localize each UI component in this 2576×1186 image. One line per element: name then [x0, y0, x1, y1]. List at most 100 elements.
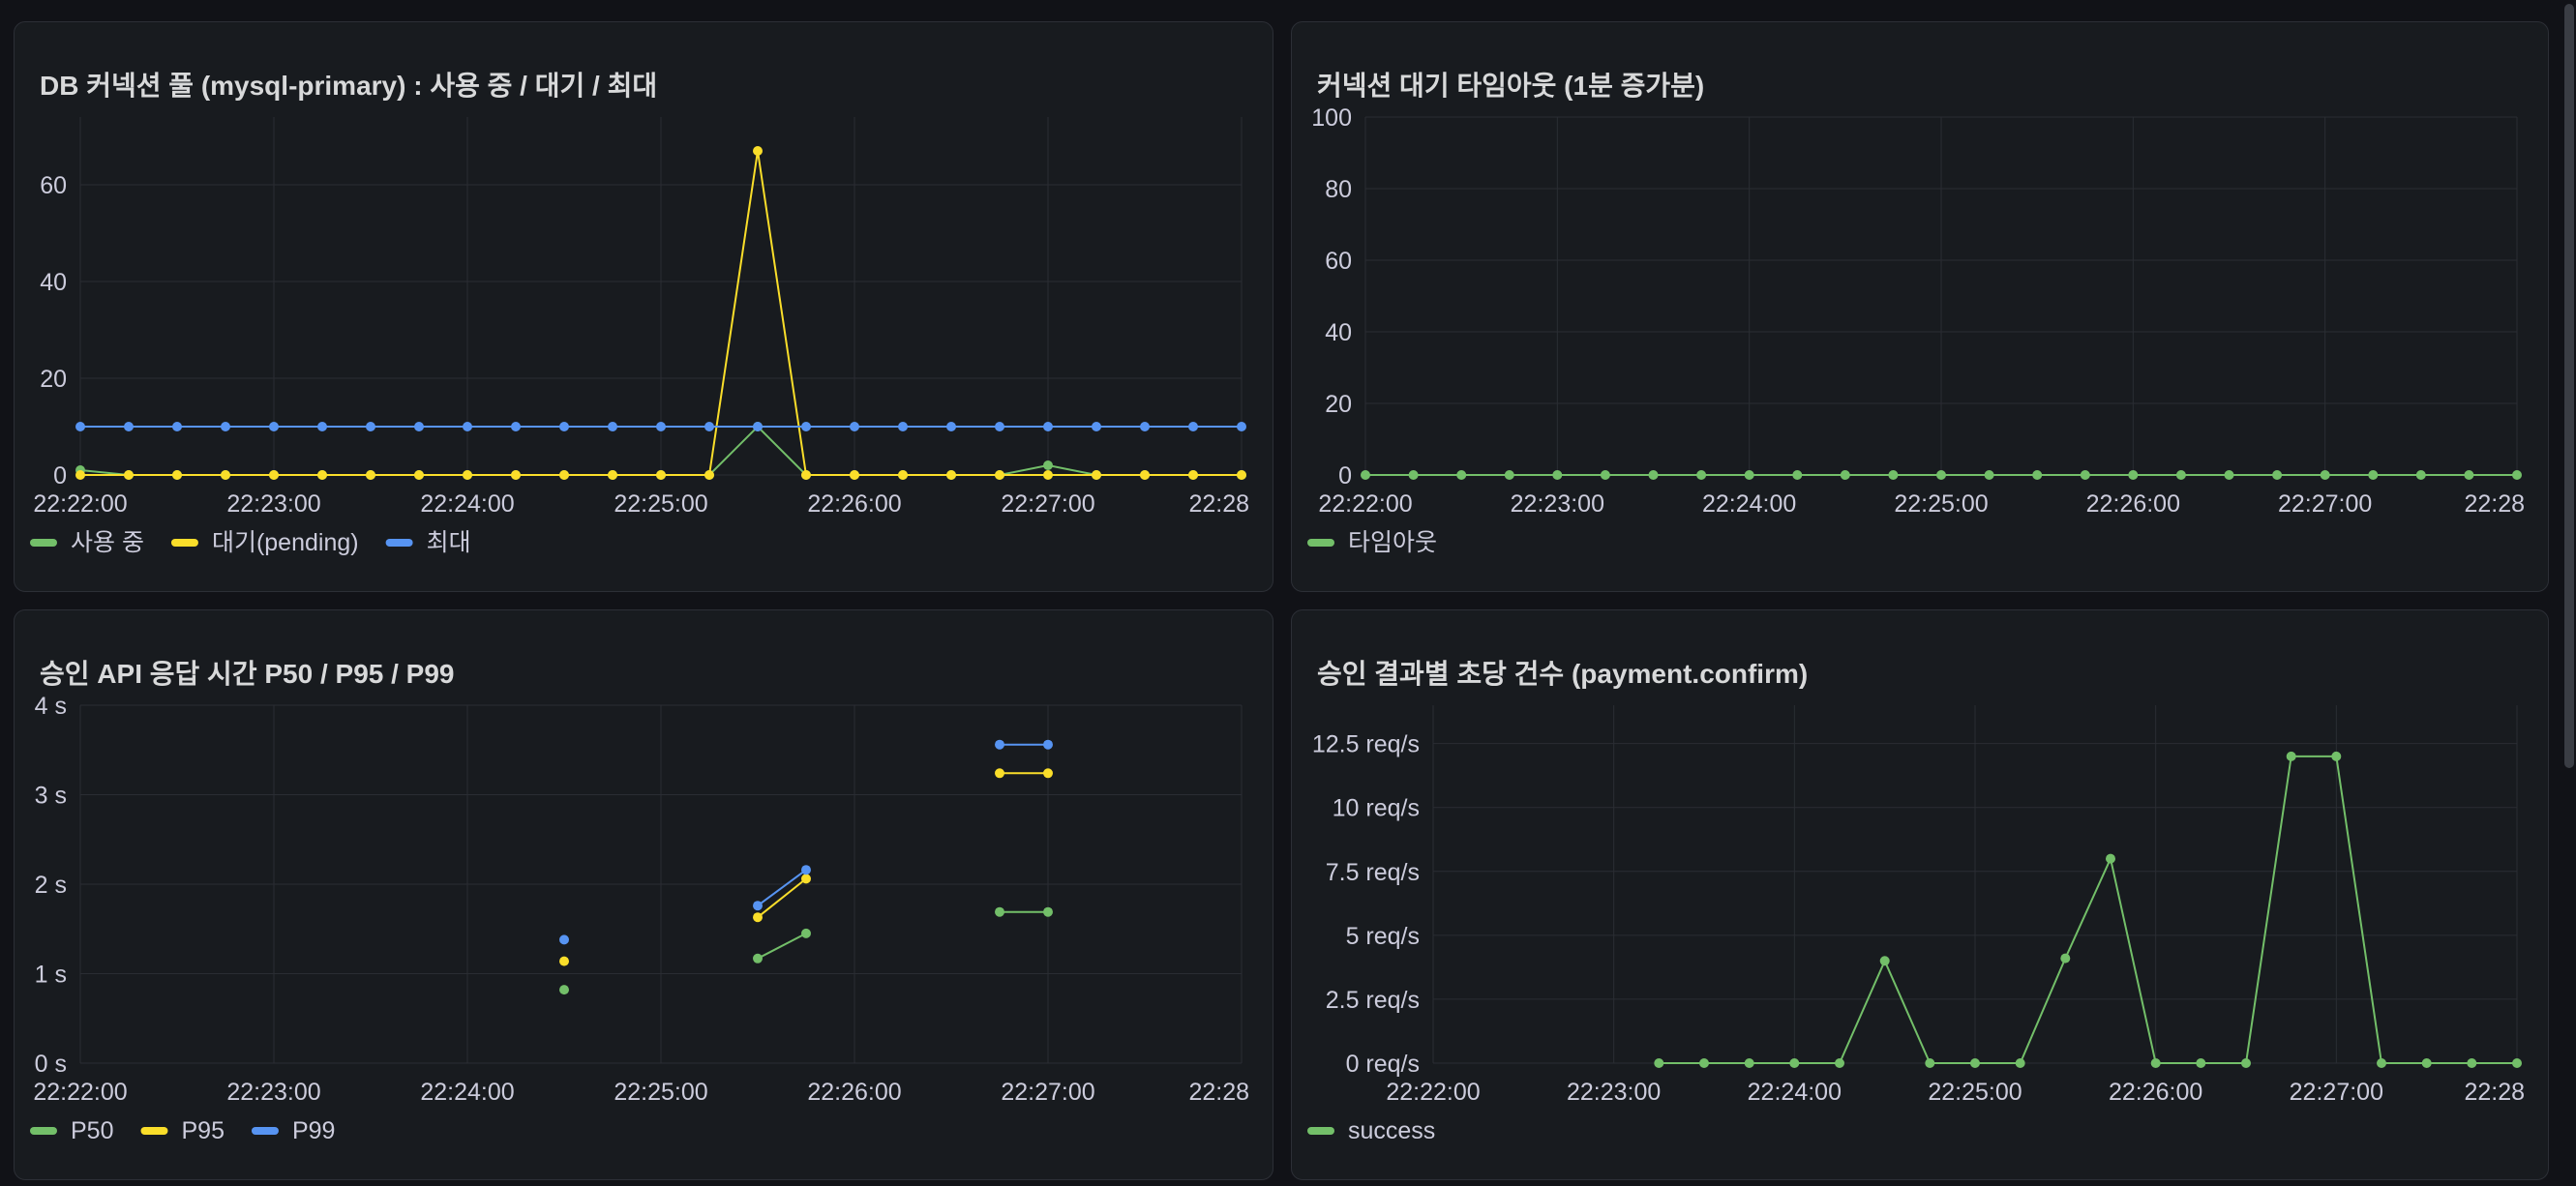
data-point [2106, 853, 2115, 864]
data-point [850, 422, 859, 431]
data-point [1744, 1058, 1754, 1068]
x-tick-label: 22:22:00 [1318, 490, 1412, 518]
data-point [850, 470, 859, 480]
data-point [608, 470, 617, 480]
x-tick-label: 22:28 [1188, 1079, 1249, 1106]
data-point [1840, 470, 1850, 480]
data-point [414, 470, 424, 480]
data-point [1092, 422, 1101, 431]
data-point [1092, 470, 1101, 480]
scrollbar-thumb[interactable] [2564, 4, 2574, 768]
x-tick-label: 22:23:00 [1567, 1079, 1661, 1106]
data-point [1504, 470, 1514, 480]
x-tick-label: 22:26:00 [807, 1079, 901, 1106]
panel-api-response-time: 승인 API 응답 시간 P50 / P95 / P99 0 s 1 s 2 s 3 … [14, 609, 1273, 1180]
data-point [801, 874, 811, 884]
data-point [2320, 470, 2330, 480]
legend-swatch [170, 539, 198, 547]
data-point [75, 470, 85, 480]
data-point [2224, 470, 2234, 480]
data-point [172, 470, 182, 480]
legend-label: P95 [181, 1117, 224, 1144]
legend-swatch [251, 1127, 279, 1135]
series-line [757, 933, 807, 960]
data-point [2241, 1058, 2251, 1068]
data-point [2196, 1058, 2206, 1068]
data-point [995, 768, 1004, 779]
y-tick-label: 0 s [35, 1051, 67, 1078]
data-point [1043, 739, 1053, 750]
legend-swatch [1307, 1127, 1334, 1135]
data-point [753, 912, 763, 923]
x-tick-label: 22:24:00 [1748, 1079, 1842, 1106]
data-point [1879, 956, 1890, 966]
data-point [1552, 470, 1563, 480]
data-point [704, 422, 714, 431]
data-point [1792, 470, 1803, 480]
data-point [801, 422, 811, 431]
x-tick-label: 22:28 [2464, 1079, 2525, 1106]
legend-swatch [1307, 539, 1334, 547]
data-point [995, 739, 1004, 750]
data-point [1648, 470, 1659, 480]
data-point [221, 470, 230, 480]
y-tick-label: 2.5 req/s [1326, 987, 1420, 1014]
page-scrollbar[interactable] [2562, 0, 2576, 1186]
data-point [1888, 470, 1899, 480]
y-tick-label: 0 [1338, 462, 1352, 489]
panel-title: 커넥션 대기 타임아웃 (1분 증가분) [1317, 71, 1705, 101]
data-point [704, 470, 714, 480]
chart-db-connection-pool: 0 20 40 60 22:22:00 22:23:00 22:24:00 22:25:00 2… [30, 117, 1249, 556]
data-point [995, 470, 1004, 480]
data-point [995, 422, 1004, 431]
data-point [801, 928, 811, 938]
chart-connection-timeout: 0 20 40 60 80 100 22:22:00 22:23:00 22:24:00 22:2… [1307, 104, 2525, 556]
y-tick-label: 60 [40, 172, 67, 199]
x-tick-label: 22:27:00 [1001, 1079, 1094, 1106]
data-point [1043, 470, 1053, 480]
data-point [1043, 460, 1053, 470]
data-point [1408, 470, 1419, 480]
data-point [2150, 1058, 2161, 1068]
data-point [1237, 470, 1246, 480]
y-tick-label: 20 [1325, 391, 1352, 418]
panel-title: 승인 결과별 초당 건수 (payment.confirm) [1317, 659, 1809, 689]
data-point [1456, 470, 1467, 480]
data-point [1699, 1058, 1709, 1068]
legend-label: P99 [292, 1117, 335, 1144]
data-point [1970, 1058, 1980, 1068]
data-point [1835, 1058, 1844, 1068]
data-point [463, 422, 472, 431]
y-tick-label: 1 s [35, 962, 67, 989]
data-point [559, 934, 569, 945]
data-point [2467, 1058, 2477, 1068]
data-point [2421, 1058, 2432, 1068]
data-point [1936, 470, 1946, 480]
chart-api-response-time: 0 s 1 s 2 s 3 s 4 s 22:22:00 22:23:00 22:24:00 2… [30, 693, 1249, 1144]
data-point [2415, 470, 2426, 480]
y-tick-label: 0 [53, 462, 67, 489]
series-line [757, 869, 807, 907]
data-point [608, 422, 617, 431]
data-point [559, 470, 569, 480]
data-point [414, 422, 424, 431]
data-point [1237, 422, 1246, 431]
y-tick-label: 20 [40, 366, 67, 393]
data-point [2331, 751, 2342, 761]
data-point [1600, 470, 1610, 480]
data-point [2272, 470, 2283, 480]
y-tick-label: 5 req/s [1346, 923, 1420, 950]
data-point [463, 470, 472, 480]
series-line [757, 877, 807, 918]
data-point [753, 901, 763, 911]
data-point [656, 470, 666, 480]
data-point [2060, 953, 2071, 964]
legend-swatch [30, 1127, 57, 1135]
legend-swatch [140, 1127, 168, 1135]
y-tick-label: 40 [1325, 319, 1352, 346]
y-tick-label: 40 [40, 269, 67, 296]
data-point [1140, 470, 1150, 480]
x-tick-label: 22:24:00 [420, 1079, 514, 1106]
data-point [801, 865, 811, 875]
data-point [946, 470, 956, 480]
